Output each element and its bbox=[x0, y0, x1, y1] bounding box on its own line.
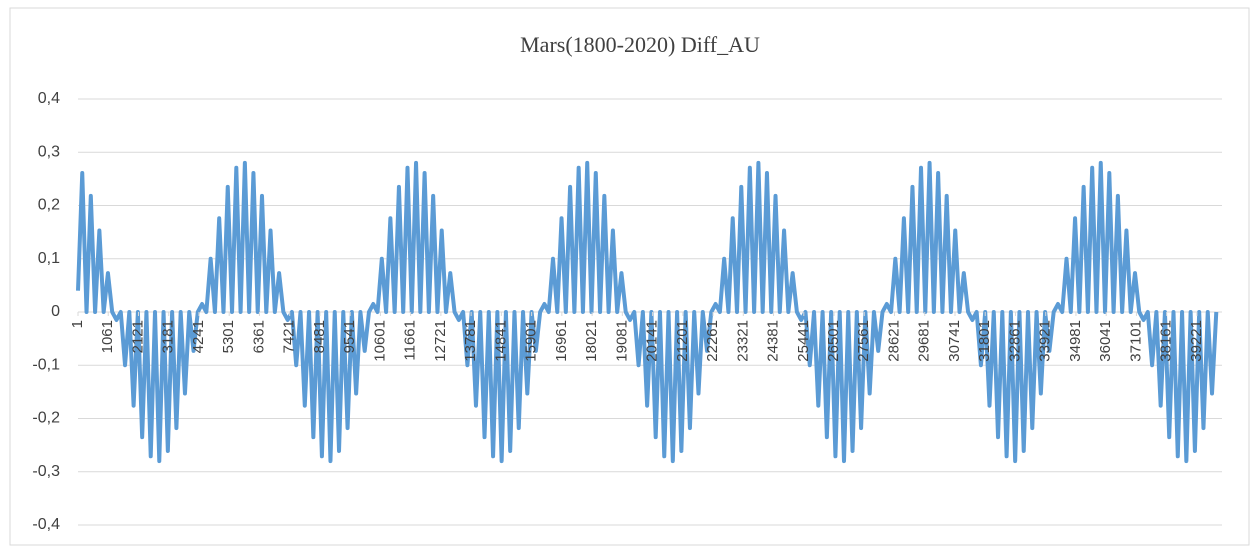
x-tick-label: 38161 bbox=[1158, 320, 1175, 362]
x-tick-label: 39221 bbox=[1188, 320, 1205, 362]
x-tick-label: 1061 bbox=[99, 320, 116, 353]
x-tick-label: 20141 bbox=[644, 320, 661, 362]
x-tick-label: 15901 bbox=[523, 320, 540, 362]
x-tick-label: 32861 bbox=[1006, 320, 1023, 362]
x-tick-label: 37101 bbox=[1127, 320, 1144, 362]
x-tick-label: 8481 bbox=[311, 320, 328, 353]
x-tick-label: 30741 bbox=[946, 320, 963, 362]
x-tick-label: 26501 bbox=[825, 320, 842, 362]
x-tick-label: 10601 bbox=[371, 320, 388, 362]
x-tick-label: 29681 bbox=[916, 320, 933, 362]
x-tick-label: 14841 bbox=[492, 320, 509, 362]
y-tick-label: 0 bbox=[51, 303, 60, 320]
x-tick-label: 12721 bbox=[432, 320, 449, 362]
x-tick-label: 19081 bbox=[613, 320, 630, 362]
chart-title: Mars(1800-2020) Diff_AU bbox=[520, 32, 760, 57]
x-tick-label: 2121 bbox=[129, 320, 146, 353]
y-tick-label: -0,4 bbox=[32, 516, 60, 533]
x-tick-label: 13781 bbox=[462, 320, 479, 362]
x-tick-label: 1 bbox=[69, 320, 86, 328]
x-tick-label: 28621 bbox=[885, 320, 902, 362]
x-tick-label: 16961 bbox=[553, 320, 570, 362]
x-tick-label: 5301 bbox=[220, 320, 237, 353]
x-tick-label: 11661 bbox=[402, 320, 419, 361]
x-tick-label: 31801 bbox=[976, 320, 993, 362]
y-tick-label: -0,1 bbox=[32, 356, 60, 373]
y-tick-label: -0,3 bbox=[32, 463, 60, 480]
x-tick-label: 21201 bbox=[674, 320, 691, 362]
x-tick-label: 4241 bbox=[190, 320, 207, 353]
x-tick-label: 24381 bbox=[765, 320, 782, 362]
x-tick-label: 27561 bbox=[855, 320, 872, 362]
x-tick-label: 23321 bbox=[734, 320, 751, 362]
y-tick-label: 0,3 bbox=[38, 143, 60, 160]
y-tick-label: 0,2 bbox=[38, 197, 60, 214]
x-tick-label: 34981 bbox=[1067, 320, 1084, 362]
x-tick-label: 36041 bbox=[1097, 320, 1114, 362]
x-tick-label: 33921 bbox=[1037, 320, 1054, 362]
x-tick-label: 9541 bbox=[341, 320, 358, 353]
x-tick-label: 22261 bbox=[704, 320, 721, 362]
data-line bbox=[76, 160, 1219, 464]
x-tick-label: 18021 bbox=[583, 320, 600, 362]
x-tick-label: 7421 bbox=[281, 320, 298, 353]
x-tick-label: 6361 bbox=[250, 320, 267, 353]
x-tick-label: 3181 bbox=[160, 320, 177, 353]
y-tick-label: 0,1 bbox=[38, 250, 60, 267]
x-tick-label: 25441 bbox=[795, 320, 812, 362]
y-tick-label: -0,2 bbox=[32, 410, 60, 427]
y-tick-label: 0,4 bbox=[38, 90, 60, 107]
